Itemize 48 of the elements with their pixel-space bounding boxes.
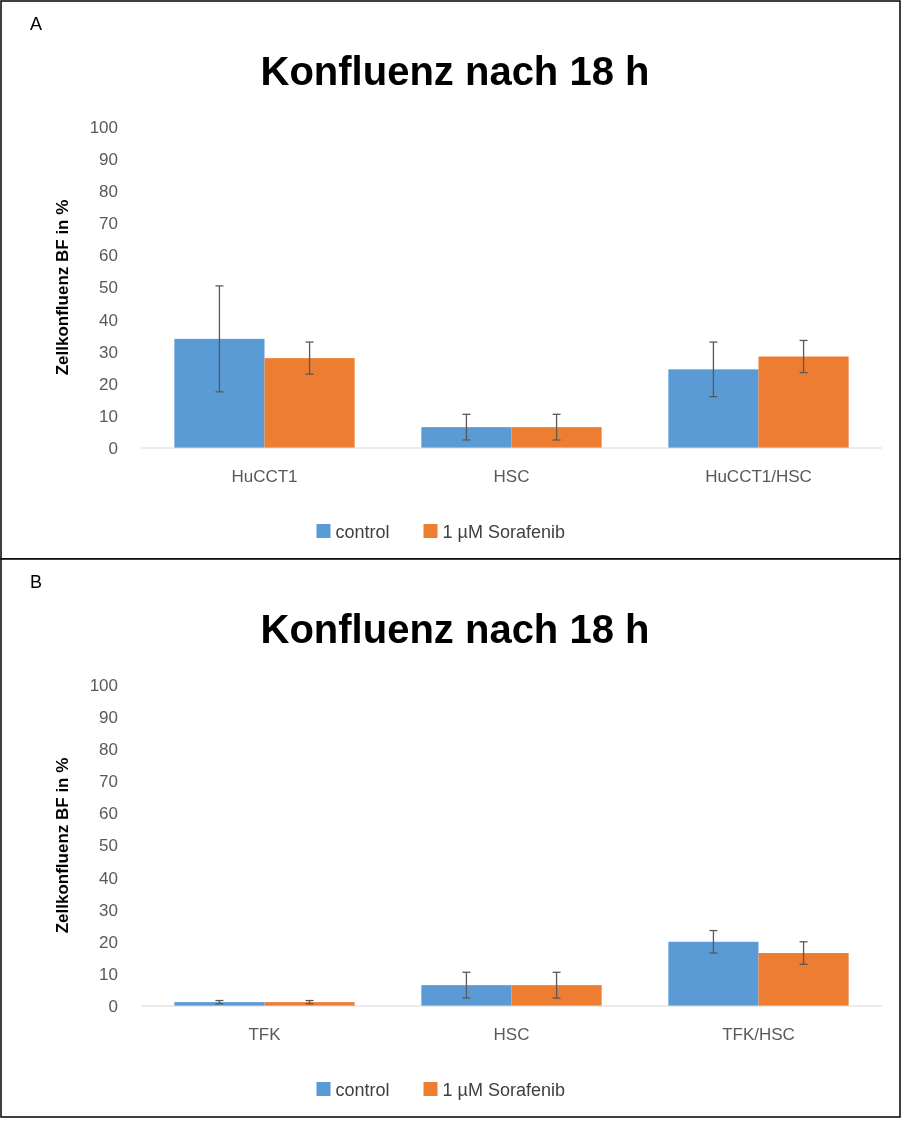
bar — [511, 427, 602, 448]
y-tick-label: 30 — [99, 900, 118, 920]
bar — [668, 369, 759, 448]
bar — [174, 338, 265, 448]
y-tick-label: 40 — [99, 310, 118, 330]
y-tick-label: 80 — [99, 740, 118, 760]
x-tick-label: TFK/HSC — [722, 1025, 795, 1044]
x-tick-label: HSC — [493, 467, 530, 486]
y-tick-label: 10 — [99, 964, 118, 984]
y-tick-label: 90 — [99, 708, 118, 728]
y-tick-label: 100 — [89, 675, 118, 695]
chart-title: Konfluenz nach 18 h — [260, 49, 650, 93]
x-tick-label: HSC — [493, 1025, 530, 1044]
y-tick-label: 60 — [99, 246, 118, 266]
y-tick-label: 70 — [99, 214, 118, 234]
x-tick-label: HuCCT1/HSC — [705, 467, 812, 486]
bar — [758, 356, 849, 448]
text: A — [30, 14, 43, 34]
y-tick-label: 50 — [99, 836, 118, 856]
y-axis-title: Zellkonfluenz BF in % — [53, 199, 72, 376]
y-tick-label: 40 — [99, 868, 118, 888]
bar — [264, 358, 355, 448]
chart-title: Konfluenz nach 18 h — [260, 607, 650, 651]
y-tick-label: 70 — [99, 772, 118, 792]
y-tick-label: 20 — [99, 374, 118, 394]
x-tick-label: HuCCT1 — [231, 467, 298, 486]
legend-label: control — [335, 1080, 390, 1101]
bar — [668, 941, 759, 1006]
bar — [511, 985, 602, 1006]
y-tick-label: 50 — [99, 278, 118, 298]
y-tick-label: 100 — [89, 117, 118, 137]
y-axis-title: Zellkonfluenz BF in % — [53, 757, 72, 934]
y-tick-label: 10 — [99, 406, 118, 426]
bar — [758, 953, 849, 1006]
legend-label: 1 µM Sorafenib — [442, 522, 565, 543]
y-tick-label: 30 — [99, 342, 118, 362]
bar — [421, 985, 512, 1006]
x-tick-label: TFK — [248, 1025, 282, 1044]
y-tick-label: 0 — [108, 438, 118, 458]
y-tick-label: 80 — [99, 182, 118, 202]
legend-label: 1 µM Sorafenib — [442, 1080, 565, 1101]
y-tick-label: 0 — [108, 996, 118, 1016]
legend-label: control — [335, 522, 390, 543]
y-tick-label: 90 — [99, 150, 118, 170]
text: B — [30, 572, 43, 592]
y-tick-label: 60 — [99, 804, 118, 824]
y-tick-label: 20 — [99, 932, 118, 952]
bar — [421, 427, 512, 448]
